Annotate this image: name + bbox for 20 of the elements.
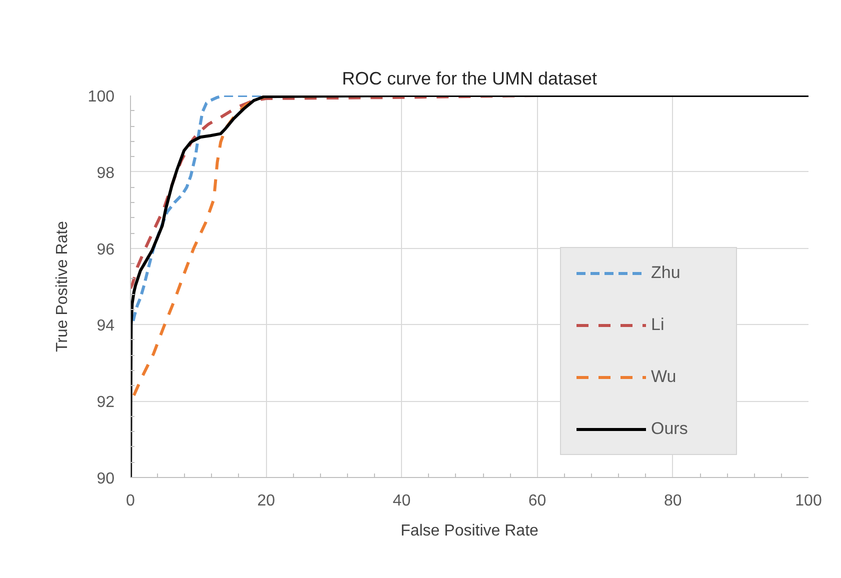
- chart-title: ROC curve for the UMN dataset: [342, 68, 598, 88]
- legend-label: Li: [651, 315, 666, 335]
- legend-label: Zhu: [651, 263, 682, 283]
- y-tick-label: 100: [88, 88, 115, 106]
- legend-label: Wu: [651, 367, 678, 387]
- x-tick-label: 60: [528, 492, 546, 510]
- x-tick-label: 20: [257, 492, 276, 510]
- y-tick-label: 94: [96, 318, 115, 335]
- line-series: [130, 96, 808, 478]
- x-tick-label: 100: [795, 492, 822, 510]
- y-tick-label: 96: [96, 241, 115, 258]
- x-tick-label: 0: [126, 492, 136, 510]
- legend-label: Ours: [651, 419, 689, 439]
- x-axis-title: False Positive Rate: [400, 522, 539, 540]
- y-tick-label: 98: [96, 164, 115, 182]
- y-tick-label: 92: [96, 394, 115, 412]
- x-tick-label: 80: [664, 492, 682, 510]
- x-tick-label: 40: [392, 492, 411, 510]
- y-axis-title: True Positive Rate: [54, 220, 71, 352]
- y-tick-label: 90: [96, 470, 115, 488]
